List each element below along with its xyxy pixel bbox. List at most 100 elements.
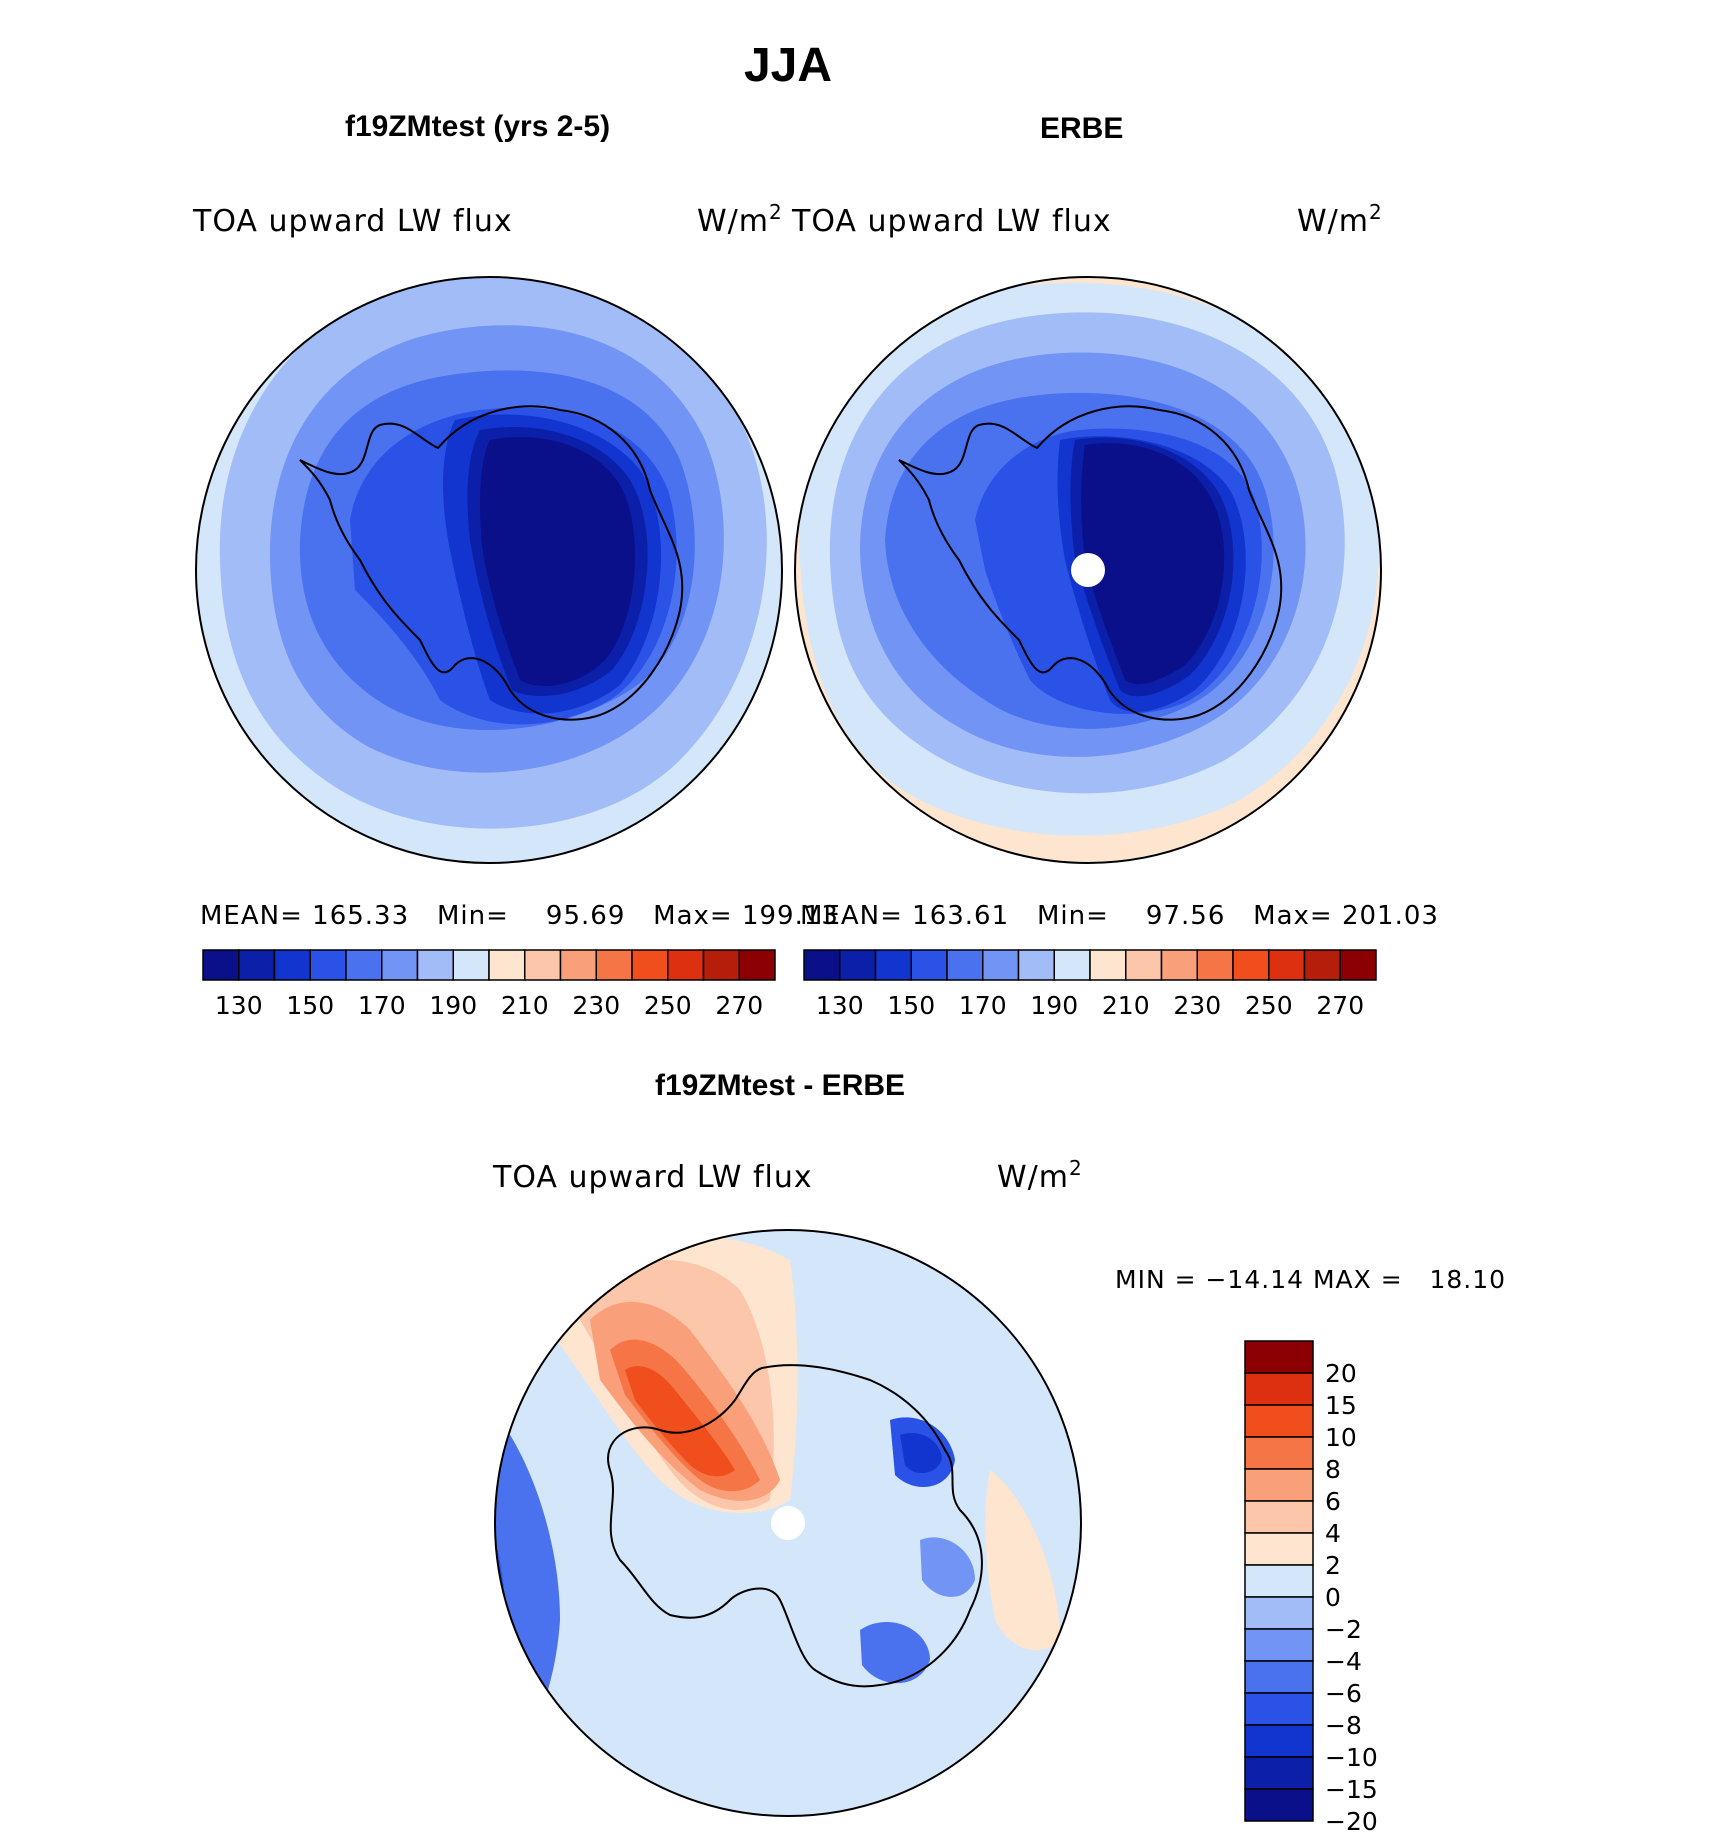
colorbar-box <box>1244 1756 1314 1790</box>
p3-cool-blob-4 <box>920 1537 975 1597</box>
colorbar-tick-label: −6 <box>1325 1679 1362 1708</box>
colorbar-box <box>1244 1788 1314 1822</box>
panel3-polar-map <box>495 1230 1081 1816</box>
colorbar-box <box>631 949 669 981</box>
colorbar-tick-label: 270 <box>715 991 763 1020</box>
colorbar-tick-label: 170 <box>959 991 1007 1020</box>
p3-cool-blob-3 <box>860 1621 930 1684</box>
colorbar-tick-label: 230 <box>1173 991 1221 1020</box>
p3-coastline <box>607 1364 983 1688</box>
colorbar-box <box>1244 1692 1314 1726</box>
p1-coastline <box>299 405 684 721</box>
colorbar-box <box>702 949 740 981</box>
p3-warm-10 <box>625 1366 735 1477</box>
colorbar-tick-label: −10 <box>1325 1743 1378 1772</box>
panel2-variable-label: TOA upward LW flux <box>792 204 1112 239</box>
colorbar-box <box>452 949 490 981</box>
panel2-polar-map <box>795 277 1381 863</box>
colorbar-box <box>1160 949 1198 981</box>
colorbar-tick-label: 230 <box>572 991 620 1020</box>
colorbar-tick-label: 150 <box>887 991 935 1020</box>
colorbar-box <box>667 949 705 981</box>
colorbar-tick-label: 8 <box>1325 1455 1341 1484</box>
colorbar-box <box>1339 949 1377 981</box>
colorbar-tick-label: 190 <box>429 991 477 1020</box>
main-title: JJA <box>743 39 833 92</box>
colorbar-tick-label: −4 <box>1325 1647 1362 1676</box>
colorbar-box <box>1244 1596 1314 1630</box>
colorbar-box <box>273 949 311 981</box>
colorbar-tick-label: −20 <box>1325 1807 1378 1836</box>
panel1-variable-label: TOA upward LW flux <box>193 204 513 239</box>
panel2-title: ERBE <box>1040 112 1124 145</box>
colorbar-tick-label: 270 <box>1316 991 1364 1020</box>
colorbar-box <box>309 949 347 981</box>
colorbar-box <box>839 949 877 981</box>
coastlines <box>299 405 1283 1688</box>
panel1-stats: MEAN= 165.33 Min= 95.69 Max= 199.13 <box>200 901 839 931</box>
colorbar-box <box>595 949 633 981</box>
colorbar-tick-label: −15 <box>1325 1775 1378 1804</box>
colorbar-tick-label: −8 <box>1325 1711 1362 1740</box>
colorbar-box <box>1089 949 1127 981</box>
panel3-title: f19ZMtest - ERBE <box>655 1069 906 1102</box>
colorbar-box <box>1244 1628 1314 1662</box>
colorbar-box <box>1244 1564 1314 1598</box>
colorbar-tick-label: 250 <box>644 991 692 1020</box>
colorbar-tick-label: 190 <box>1030 991 1078 1020</box>
colorbar-tick-label: 130 <box>816 991 864 1020</box>
colorbar-box <box>1268 949 1306 981</box>
panel2-stats: MEAN= 163.61 Min= 97.56 Max= 201.03 <box>800 901 1439 931</box>
colorbar-box <box>946 949 984 981</box>
p1-map-border <box>195 276 783 864</box>
colorbar-box <box>1244 1404 1314 1438</box>
colorbar-box <box>910 949 948 981</box>
panel1-units: W/m2 <box>697 200 783 239</box>
colorbar-tick-label: 210 <box>501 991 549 1020</box>
colorbar-box <box>381 949 419 981</box>
colorbar-tick-label: 0 <box>1325 1583 1341 1612</box>
colorbar-tick-label: 150 <box>286 991 334 1020</box>
colorbar-tick-label: 170 <box>358 991 406 1020</box>
panel1-colorbar: 130 150 170 190 210 230 250 270 <box>202 949 776 1020</box>
colorbar-box <box>1196 949 1234 981</box>
colorbar-tick-label: −2 <box>1325 1615 1362 1644</box>
colorbar-tick-label: 4 <box>1325 1519 1341 1548</box>
p3-missing-pole <box>771 1506 805 1540</box>
colorbar-box <box>559 949 597 981</box>
colorbar-box <box>488 949 526 981</box>
colorbar-tick-label: 20 <box>1325 1359 1357 1388</box>
colorbar-box <box>738 949 776 981</box>
colorbar-box <box>238 949 276 981</box>
panel2-units: W/m2 <box>1297 200 1383 239</box>
p2-band-130 <box>1081 443 1225 685</box>
colorbar-box <box>803 949 841 981</box>
colorbar-box <box>1244 1532 1314 1566</box>
colorbar-box <box>202 949 240 981</box>
colorbar-tick-label: 15 <box>1325 1391 1357 1420</box>
colorbar-box <box>1244 1372 1314 1406</box>
colorbar-box <box>1244 1500 1314 1534</box>
colorbar-tick-label: 6 <box>1325 1487 1341 1516</box>
colorbar-box <box>1125 949 1163 981</box>
colorbar-tick-label: 250 <box>1245 991 1293 1020</box>
colorbar-box <box>1053 949 1091 981</box>
colorbar-tick-label: 10 <box>1325 1423 1357 1452</box>
colorbar-box <box>524 949 562 981</box>
colorbar-box <box>1017 949 1055 981</box>
colorbar-box <box>1244 1468 1314 1502</box>
colorbar-tick-label: 130 <box>215 991 263 1020</box>
panel3-stats: MIN = −14.14 MAX = 18.10 <box>1115 1265 1507 1294</box>
p1-band-130 <box>480 437 636 686</box>
panel1-polar-map <box>196 277 782 863</box>
p3-map-border <box>494 1229 1082 1817</box>
colorbar-box <box>1303 949 1341 981</box>
p2-coastline <box>898 405 1283 721</box>
colorbar-tick-label: 2 <box>1325 1551 1341 1580</box>
colorbar-box <box>982 949 1020 981</box>
colorbar-box <box>416 949 454 981</box>
panel2-colorbar: 130 150 170 190 210 230 250 270 <box>803 949 1377 1020</box>
panel1-title: f19ZMtest (yrs 2-5) <box>345 110 611 143</box>
